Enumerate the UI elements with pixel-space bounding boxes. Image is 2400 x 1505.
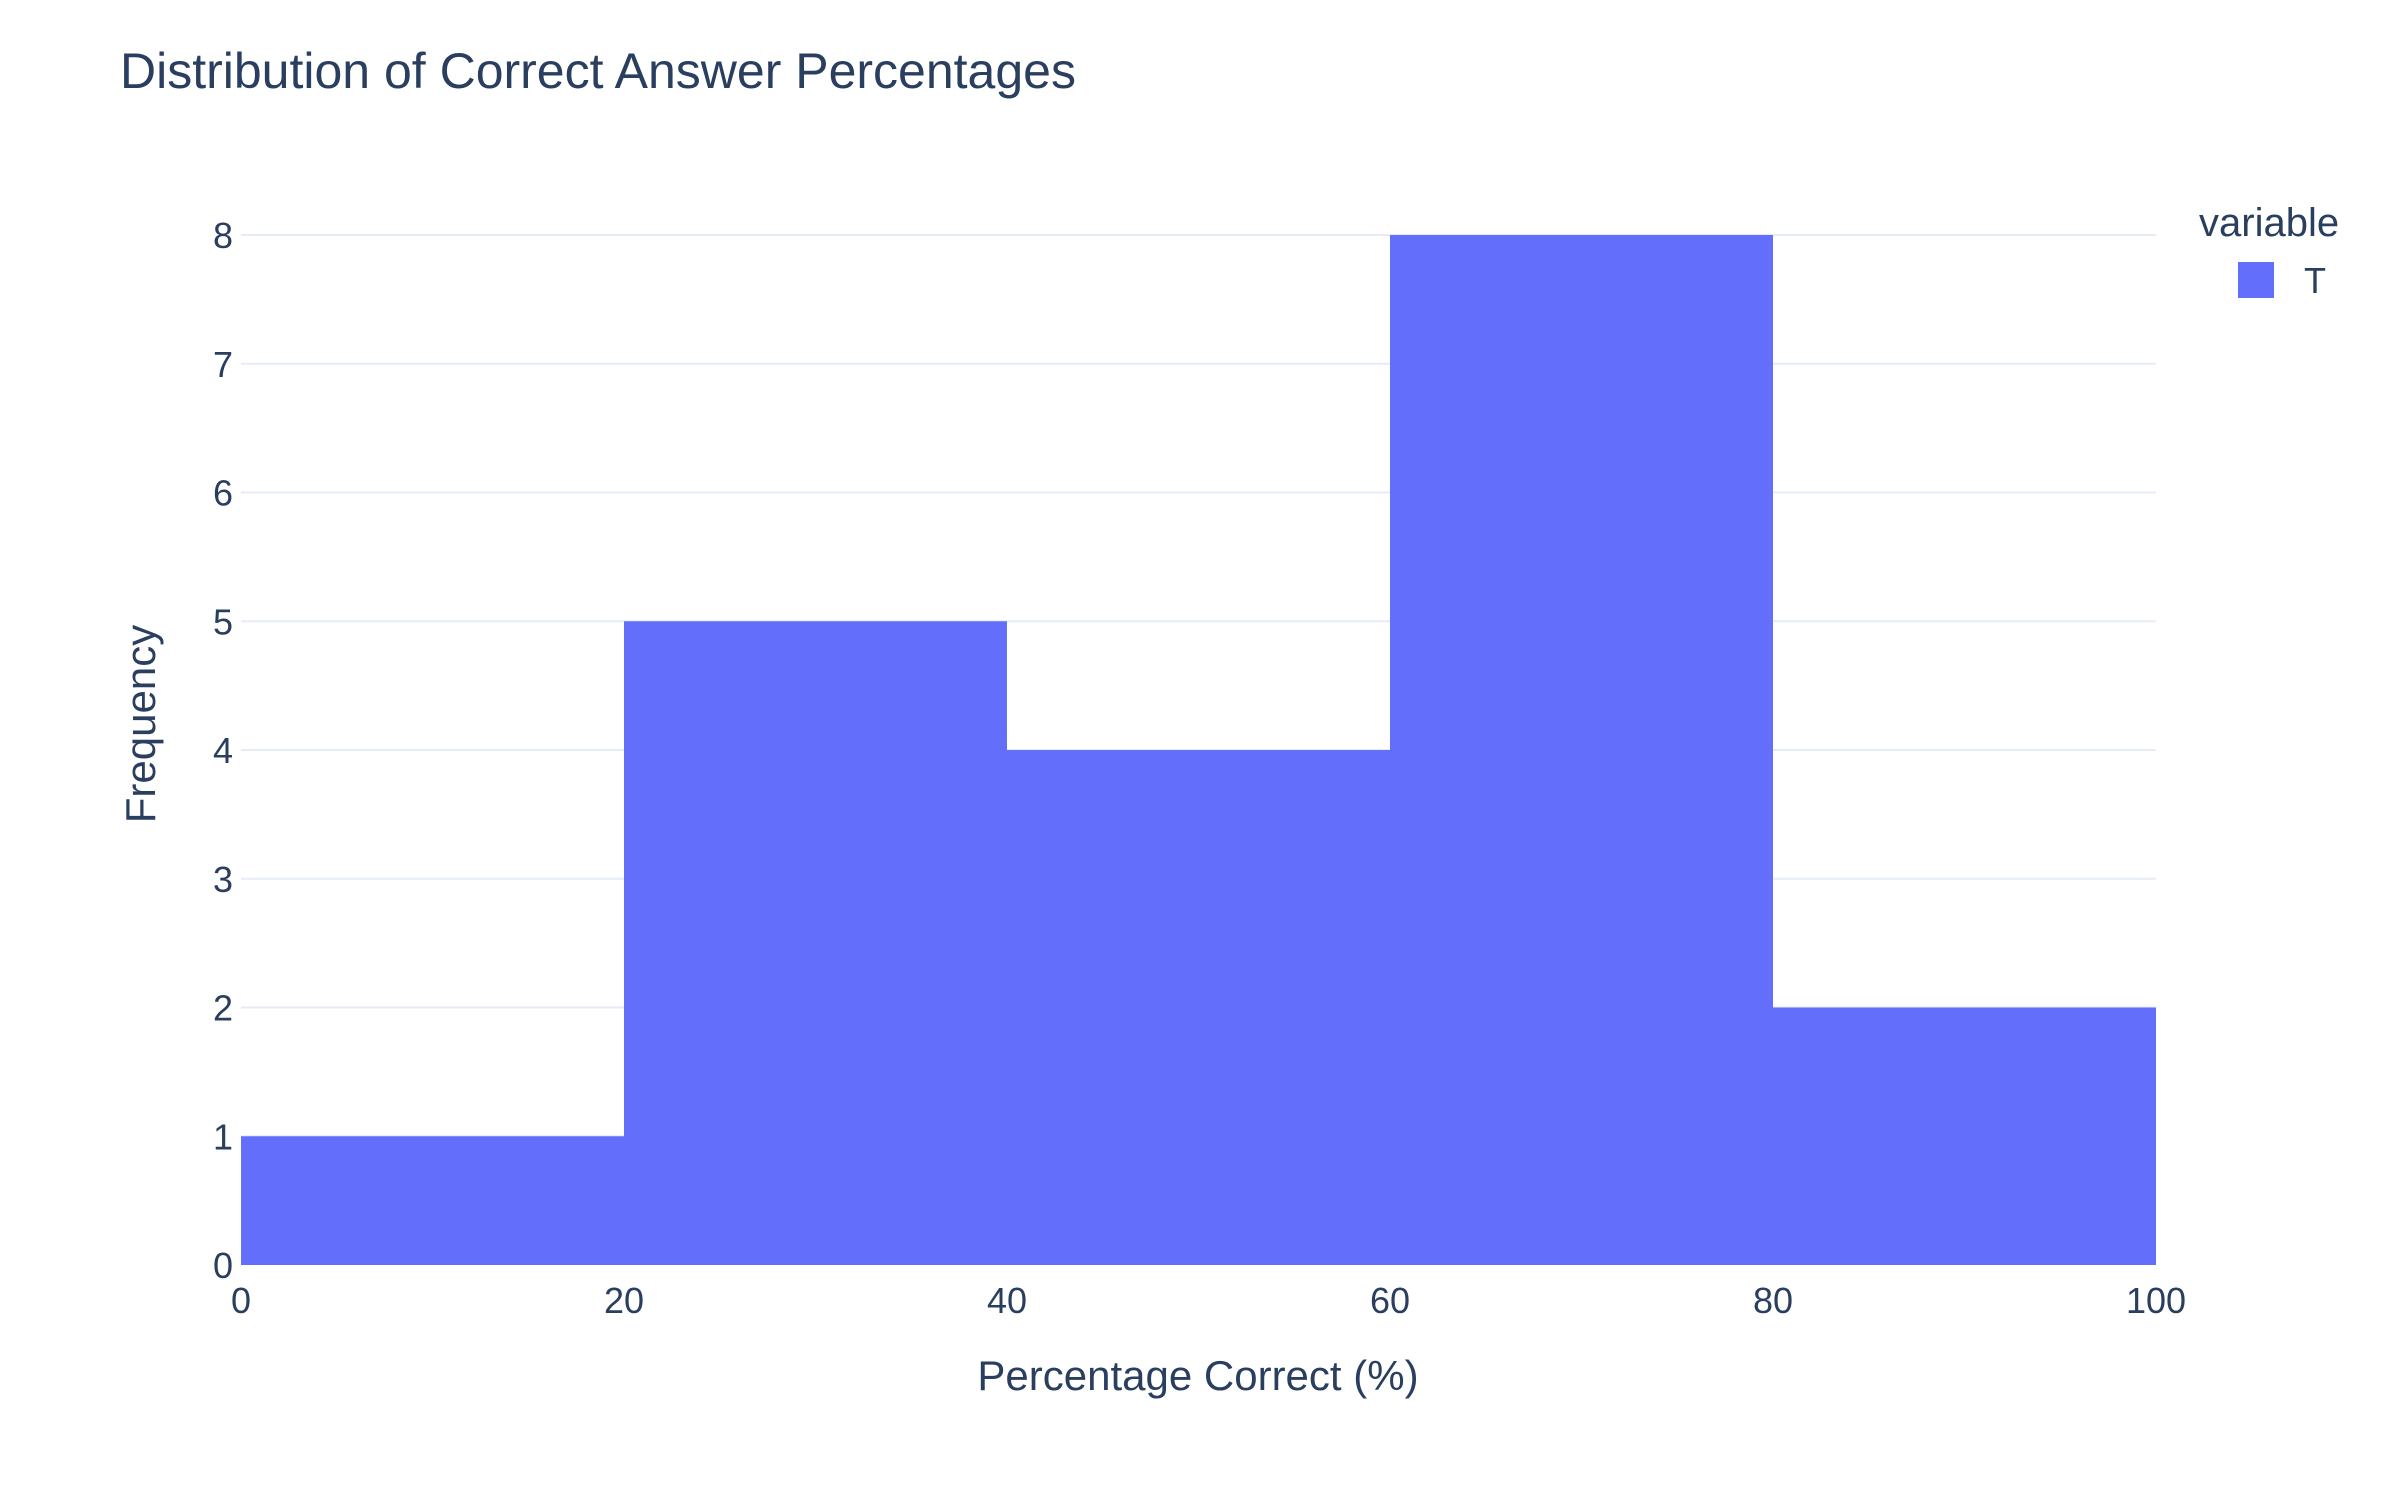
x-axis-label: Percentage Correct (%)	[977, 1352, 1418, 1399]
legend-items: T	[2238, 260, 2326, 301]
y-tick-label-7: 7	[213, 344, 233, 385]
histogram-bar-3	[1390, 235, 1773, 1265]
x-tick-label-80: 80	[1753, 1280, 1793, 1321]
histogram-bar-0	[241, 1136, 624, 1265]
y-tick-label-1: 1	[213, 1116, 233, 1157]
histogram-bar-1	[624, 621, 1007, 1265]
bars-layer	[241, 235, 2156, 1265]
y-tick-label-6: 6	[213, 473, 233, 514]
x-tick-label-20: 20	[604, 1280, 644, 1321]
legend-swatch-0	[2238, 262, 2274, 298]
histogram-bar-2	[1007, 750, 1390, 1265]
x-tick-label-60: 60	[1370, 1280, 1410, 1321]
x-tick-labels: 0 20 40 60 80 100	[231, 1280, 2186, 1321]
legend-title: variable	[2199, 201, 2339, 245]
x-tick-label-100: 100	[2126, 1280, 2186, 1321]
y-tick-label-3: 3	[213, 859, 233, 900]
y-tick-label-0: 0	[213, 1245, 233, 1286]
y-tick-label-4: 4	[213, 730, 233, 771]
histogram-bar-4	[1773, 1007, 2156, 1265]
y-tick-label-2: 2	[213, 988, 233, 1029]
chart-title: Distribution of Correct Answer Percentag…	[120, 43, 1076, 99]
y-axis-label: Frequency	[117, 625, 164, 823]
x-tick-label-0: 0	[231, 1280, 251, 1321]
y-tick-labels: 0 1 2 3 4 5 6 7 8	[213, 215, 233, 1286]
legend[interactable]: variable T	[2199, 201, 2339, 301]
y-tick-label-8: 8	[213, 215, 233, 256]
legend-item-label-0: T	[2304, 260, 2326, 301]
y-tick-label-5: 5	[213, 601, 233, 642]
x-tick-label-40: 40	[987, 1280, 1027, 1321]
